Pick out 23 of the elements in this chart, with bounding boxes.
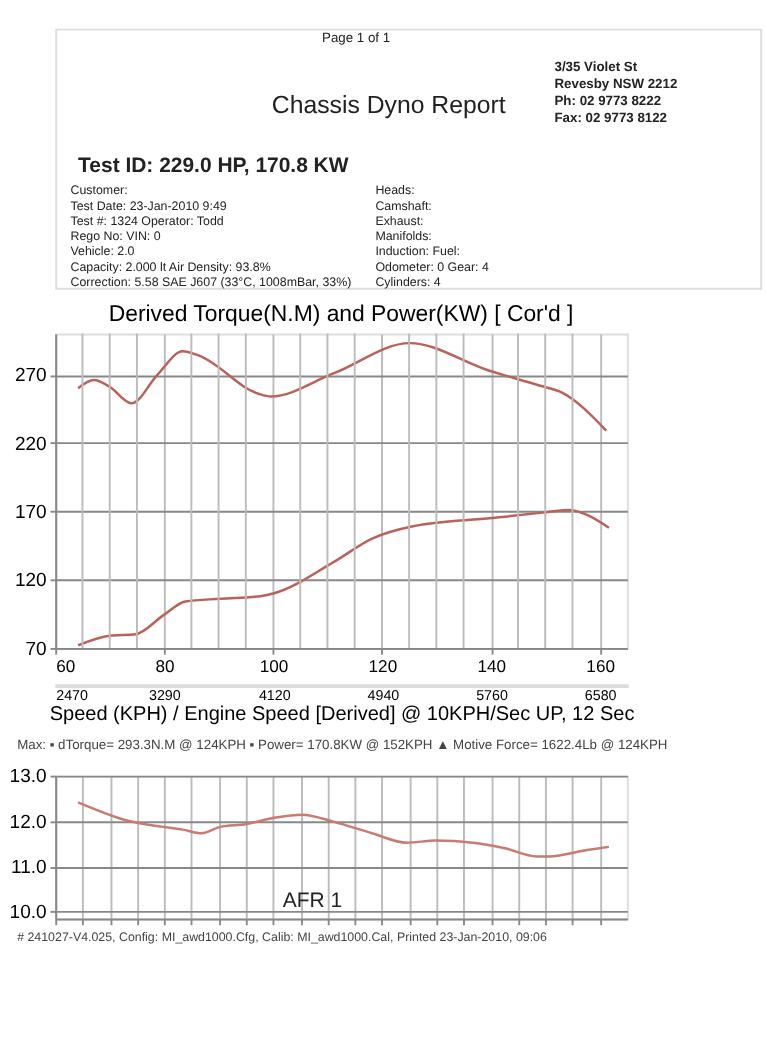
x-tick-label: 80 [155,655,176,676]
x-tick-label: 160 [586,655,616,676]
x-tick-label: 100 [259,655,289,676]
y-tick-label: 10.0 [9,902,47,925]
y-tick-label: 12.0 [9,811,47,834]
y-tick-label: 170 [14,501,47,524]
y-tick-label: 120 [14,570,47,593]
text: Test ID: 229.0 HP, 170.8 KW [78,155,349,178]
text: Chassis Dyno Report [271,90,507,119]
x-tick-label: 60 [56,655,76,676]
y-tick-label: 270 [14,365,47,388]
y-tick-label: 11.0 [11,857,47,880]
text: AFR 1 [282,891,343,914]
x-axis-title: Speed (KPH) / Engine Speed [Derived] @ 10KPH/Sec UP, 12 Sec [49,704,635,727]
chart-title: Derived Torque(N.M) and Power(KW) [ Cor'd ] [108,303,574,328]
line-series [76,801,611,858]
y-tick-label: 13.0 [9,766,47,789]
y-tick-label: 220 [14,433,47,456]
x-tick-label: 120 [368,655,398,676]
line-series [76,508,611,647]
y-tick-label: 70 [25,638,47,661]
line-series [76,341,608,432]
x-tick-label: 140 [477,655,507,676]
